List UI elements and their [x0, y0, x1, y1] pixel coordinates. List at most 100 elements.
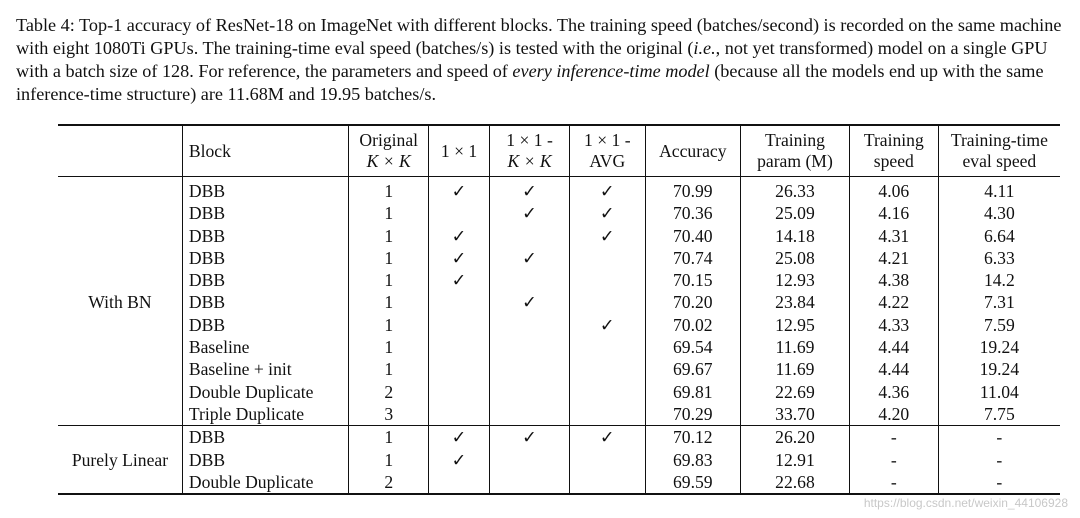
cell-1x1-avg: ✓ — [569, 202, 646, 225]
cell-block: DBB — [181, 448, 349, 471]
cell-eval-speed: - — [937, 470, 1060, 495]
cell-eval-speed: 4.11 — [937, 176, 1060, 203]
table-row: Double Duplicate 2 69.59 22.68- - — [58, 470, 1060, 495]
cell-training-speed: 4.22 — [848, 291, 939, 314]
table-row: Purely Linear DBB 1 ✓ ✓ ✓ 70.12 26.20- - — [58, 425, 1060, 470]
cell-1x1 — [427, 402, 490, 426]
cell-1x1: ✓ — [427, 425, 490, 449]
table-row: DBB 1 ✓ 70.20 23.84 4.22 7.31 — [58, 291, 1060, 314]
table-row: DBB 1 ✓ ✓ 70.40 14.18 4.31 6.64 — [58, 224, 1060, 247]
cell-1x1-avg — [569, 402, 646, 426]
table-caption: Table 4: Top-1 accuracy of ResNet-18 on … — [16, 14, 1066, 106]
cell-training-param: 26.33 — [740, 176, 850, 203]
cell-block: Baseline + init — [181, 358, 349, 381]
table-row: Double Duplicate 2 69.81 22.69 4.36 11.04 — [58, 380, 1060, 403]
cell-accuracy: 69.81 — [644, 380, 741, 403]
header-training-speed: Training speed — [848, 125, 939, 177]
cell-original-kxk: 1 — [348, 246, 429, 270]
cell-1x1 — [427, 313, 490, 337]
caption-text: Top-1 accuracy of ResNet-18 on ImageNet … — [16, 15, 1062, 58]
header-1x1-avg: 1 × 1 - AVG — [569, 125, 646, 177]
caption-text: (because all the models end up with the … — [16, 61, 1044, 104]
cell-eval-speed: 7.59 — [937, 313, 1060, 337]
table-header: Block Original K × K 1 × 1 1 × 1 -K × K 1… — [58, 125, 1060, 177]
cell-training-param: 12.95 — [740, 313, 850, 337]
cell-1x1: ✓ — [427, 269, 490, 292]
cell-accuracy: 70.74 — [644, 246, 741, 270]
cell-original-kxk: 1 — [348, 448, 429, 471]
cell-1x1-avg — [569, 269, 646, 292]
cell-original-kxk: 1 — [348, 425, 429, 449]
table-row: Baseline + init 1 69.67 11.69 4.44 19.24 — [58, 358, 1060, 381]
header-block: Block — [181, 125, 349, 177]
cell-training-speed: 4.20 — [848, 402, 939, 426]
cell-training-param: 26.20 — [740, 425, 850, 449]
cell-block: DBB — [181, 313, 349, 337]
cell-1x1: ✓ — [427, 224, 490, 247]
cell-original-kxk: 1 — [348, 358, 429, 381]
cell-1x1-avg — [569, 470, 646, 495]
cell-accuracy: 69.59 — [644, 470, 741, 495]
cell-block: DBB — [181, 176, 349, 203]
cell-training-speed: 4.33 — [848, 313, 939, 337]
cell-1x1-kxk — [489, 448, 570, 471]
cell-1x1-kxk: ✓ — [489, 176, 570, 203]
cell-1x1-kxk — [489, 470, 570, 495]
cell-original-kxk: 1 — [348, 176, 429, 203]
cell-eval-speed: 19.24 — [937, 358, 1060, 381]
cell-1x1: ✓ — [427, 246, 490, 270]
table-row: Triple Duplicate 3 70.29 33.70 4.20 7.75 — [58, 402, 1060, 426]
cell-original-kxk: 1 — [348, 336, 429, 359]
header-group — [58, 125, 182, 177]
cell-1x1-kxk — [489, 380, 570, 403]
cell-training-speed: 4.06 — [848, 176, 939, 203]
cell-1x1 — [427, 470, 490, 495]
cell-training-param: 25.09 — [740, 202, 850, 225]
header-original-kxk: Original K × K — [348, 125, 429, 177]
cell-training-speed: 4.38 — [848, 269, 939, 292]
cell-training-param: 12.91 — [740, 448, 850, 471]
cell-1x1: ✓ — [427, 176, 490, 203]
cell-training-speed: - — [848, 425, 939, 449]
cell-original-kxk: 1 — [348, 291, 429, 314]
cell-accuracy: 70.99 — [644, 176, 741, 203]
cell-1x1-avg: ✓ — [569, 176, 646, 203]
caption-emphasis: every inference-time model — [512, 61, 710, 81]
cell-accuracy: 70.02 — [644, 313, 741, 337]
cell-original-kxk: 1 — [348, 202, 429, 225]
cell-1x1-avg — [569, 358, 646, 381]
cell-training-speed: 4.31 — [848, 224, 939, 247]
table-row: DBB 1 ✓ 70.15 12.93 4.38 14.2 — [58, 269, 1060, 292]
cell-1x1-kxk — [489, 313, 570, 337]
watermark: https://blog.csdn.net/weixin_44106928 — [863, 496, 1068, 510]
cell-1x1 — [427, 380, 490, 403]
cell-training-param: 12.93 — [740, 269, 850, 292]
cell-original-kxk: 1 — [348, 313, 429, 337]
cell-1x1-avg: ✓ — [569, 313, 646, 337]
cell-eval-speed: - — [937, 448, 1060, 471]
cell-block: DBB — [181, 202, 349, 225]
cell-original-kxk: 1 — [348, 269, 429, 292]
results-table: Block Original K × K 1 × 1 1 × 1 -K × K 1… — [58, 124, 1060, 495]
cell-1x1-avg: ✓ — [569, 425, 646, 449]
cell-eval-speed: 11.04 — [937, 380, 1060, 403]
cell-1x1-avg — [569, 448, 646, 471]
table-row: DBB 1 ✓ ✓ 70.74 25.08 4.21 6.33 — [58, 246, 1060, 270]
cell-accuracy: 70.29 — [644, 402, 741, 426]
cell-1x1-kxk: ✓ — [489, 425, 570, 449]
cell-training-param: 11.69 — [740, 336, 850, 359]
cell-training-param: 22.68 — [740, 470, 850, 495]
cell-accuracy: 69.83 — [644, 448, 741, 471]
cell-training-param: 11.69 — [740, 358, 850, 381]
cell-1x1-avg — [569, 336, 646, 359]
cell-accuracy: 70.20 — [644, 291, 741, 314]
cell-eval-speed: 7.31 — [937, 291, 1060, 314]
group-purely-linear: Purely Linear DBB 1 ✓ ✓ ✓ 70.12 26.20- - DBB 1 ✓ 69.… — [58, 425, 1060, 495]
cell-block: DBB — [181, 246, 349, 270]
table-row: DBB 1 ✓ ✓ 70.36 25.09 4.16 4.30 — [58, 202, 1060, 225]
header-1x1-kxk: 1 × 1 -K × K — [489, 125, 570, 177]
cell-training-speed: - — [848, 448, 939, 471]
cell-training-speed: 4.44 — [848, 336, 939, 359]
group-with-bn: With BN DBB 1 ✓ ✓ ✓ 70.99 26.33 4.06 4.11 DBB 1 ✓ ✓ 70… — [58, 176, 1060, 426]
cell-1x1-kxk — [489, 224, 570, 247]
